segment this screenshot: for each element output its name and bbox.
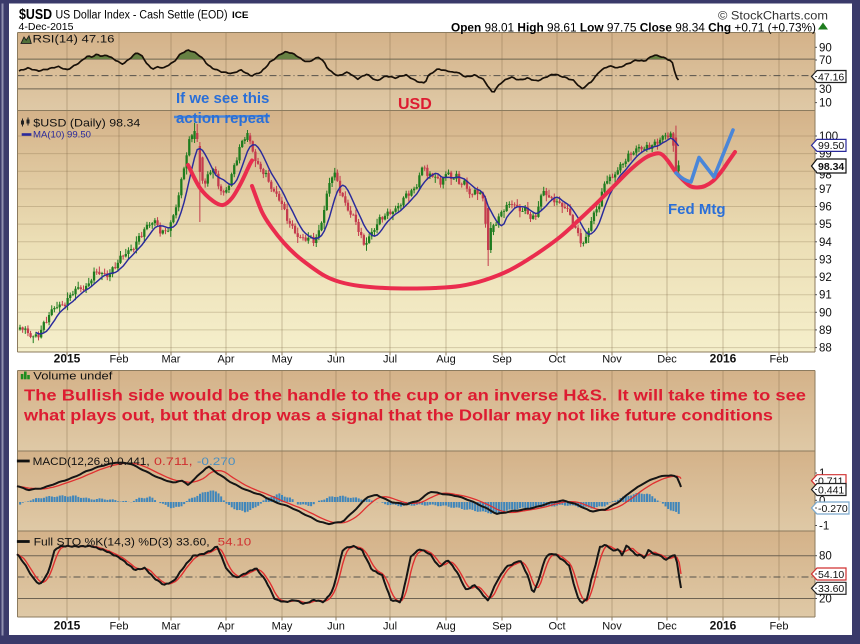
svg-text:20: 20 (819, 594, 832, 606)
svg-text:If we see this: If we see this (176, 90, 269, 107)
svg-text:88: 88 (819, 343, 832, 355)
svg-text:RSI(14) 47.16: RSI(14) 47.16 (33, 34, 115, 46)
svg-text:what plays out, but that drop: what plays out, but that drop was a sign… (23, 408, 773, 425)
svg-text:89: 89 (819, 325, 832, 337)
svg-text:54.10: 54.10 (218, 537, 252, 549)
svg-text:© StockCharts.com: © StockCharts.com (718, 9, 828, 23)
svg-text:10: 10 (819, 98, 832, 110)
svg-text:Feb: Feb (770, 354, 789, 366)
svg-text:93: 93 (819, 254, 832, 266)
svg-text:0.441: 0.441 (818, 484, 844, 496)
svg-text:2016: 2016 (710, 352, 737, 366)
svg-text:1: 1 (819, 468, 825, 480)
svg-text:Sep: Sep (492, 354, 512, 366)
svg-text:Feb: Feb (110, 621, 129, 633)
svg-text:May: May (272, 354, 293, 366)
svg-text:90: 90 (819, 307, 832, 319)
svg-text:Full STO %K(14,3) %D(3) 33.60,: Full STO %K(14,3) %D(3) 33.60, (34, 537, 210, 549)
svg-text:Dec: Dec (657, 354, 677, 366)
svg-text:Dec: Dec (657, 621, 677, 633)
svg-text:47.16: 47.16 (818, 71, 844, 83)
svg-text:US Dollar Index - Cash Settle: US Dollar Index - Cash Settle (EOD) (56, 10, 228, 22)
svg-text:May: May (272, 621, 293, 633)
svg-text:Mar: Mar (162, 354, 181, 366)
svg-text:0: 0 (819, 495, 825, 507)
svg-text:Jun: Jun (327, 354, 345, 366)
svg-text:Jul: Jul (383, 621, 397, 633)
svg-text:Apr: Apr (217, 621, 234, 633)
svg-text:The Bullish side would be the: The Bullish side would be the handle to … (24, 388, 806, 405)
svg-text:92: 92 (819, 272, 832, 284)
svg-text:Nov: Nov (602, 354, 622, 366)
svg-text:action repeat: action repeat (176, 110, 269, 127)
svg-text:33.60: 33.60 (818, 583, 844, 595)
svg-text:90: 90 (819, 42, 832, 54)
svg-text:80: 80 (819, 551, 832, 563)
svg-text:-1: -1 (819, 521, 829, 533)
svg-text:Sep: Sep (492, 621, 512, 633)
svg-text:Feb: Feb (770, 621, 789, 633)
svg-text:-0.270: -0.270 (197, 456, 236, 468)
svg-text:ICE: ICE (232, 10, 249, 21)
svg-text:2015: 2015 (54, 352, 81, 366)
svg-text:Mar: Mar (162, 621, 181, 633)
svg-text:MA(10) 99.50: MA(10) 99.50 (33, 130, 91, 141)
svg-text:2016: 2016 (710, 619, 737, 633)
svg-text:98.34: 98.34 (818, 161, 844, 173)
svg-text:30: 30 (819, 84, 832, 96)
svg-text:96: 96 (819, 202, 832, 214)
svg-text:70: 70 (819, 55, 832, 67)
svg-text:99.50: 99.50 (818, 140, 844, 152)
svg-text:91: 91 (819, 290, 832, 302)
svg-text:Oct: Oct (548, 621, 565, 633)
svg-text:Apr: Apr (217, 354, 234, 366)
svg-text:Volume undef: Volume undef (33, 371, 113, 383)
svg-text:Oct: Oct (548, 354, 565, 366)
svg-text:$USD: $USD (19, 6, 52, 23)
svg-text:97: 97 (819, 184, 832, 196)
svg-text:Feb: Feb (110, 354, 129, 366)
svg-text:0.711,: 0.711, (154, 456, 193, 468)
svg-text:USD: USD (398, 96, 432, 113)
svg-text:Aug: Aug (436, 354, 456, 366)
svg-text:95: 95 (819, 219, 832, 231)
svg-text:2015: 2015 (54, 619, 81, 633)
svg-text:Open 98.01 High 98.61 Low 97.7: Open 98.01 High 98.61 Low 97.75 Close 98… (451, 21, 816, 35)
svg-text:-0.270: -0.270 (818, 503, 848, 515)
svg-text:Aug: Aug (436, 621, 456, 633)
svg-text:Jun: Jun (327, 621, 345, 633)
svg-text:Nov: Nov (602, 621, 622, 633)
svg-text:$USD (Daily) 98.34: $USD (Daily) 98.34 (33, 118, 140, 130)
svg-text:4-Dec-2015: 4-Dec-2015 (19, 21, 74, 33)
svg-text:MACD(12,26,9) 0.441,: MACD(12,26,9) 0.441, (33, 456, 150, 468)
svg-text:Jul: Jul (383, 354, 397, 366)
svg-text:Fed Mtg: Fed Mtg (668, 201, 726, 218)
svg-text:54.10: 54.10 (818, 569, 844, 581)
svg-text:94: 94 (819, 237, 832, 249)
